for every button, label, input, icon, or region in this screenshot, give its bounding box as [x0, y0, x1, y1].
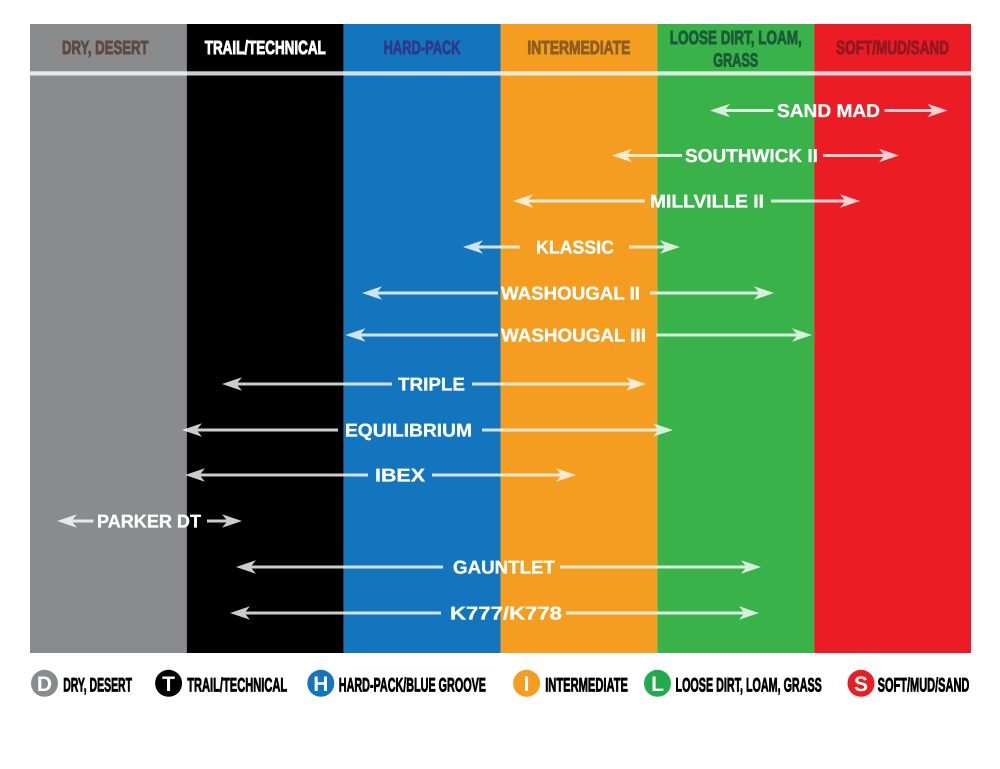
svg-text:KLASSIC: KLASSIC — [536, 236, 614, 257]
svg-text:SAND MAD: SAND MAD — [777, 100, 880, 121]
svg-text:TRAIL/TECHNICAL: TRAIL/TECHNICAL — [187, 675, 287, 697]
svg-text:TRAIL/TECHNICAL: TRAIL/TECHNICAL — [205, 38, 326, 59]
svg-text:INTERMEDIATE: INTERMEDIATE — [527, 38, 630, 59]
svg-text:HARD-PACK: HARD-PACK — [384, 38, 461, 59]
svg-text:H: H — [313, 673, 328, 696]
svg-text:T: T — [162, 673, 175, 696]
svg-text:L: L — [651, 673, 664, 696]
svg-text:GRASS: GRASS — [713, 50, 758, 71]
svg-text:HARD-PACK/BLUE GROOVE: HARD-PACK/BLUE GROOVE — [339, 675, 486, 697]
svg-text:K777/K778: K777/K778 — [450, 602, 562, 623]
svg-text:PARKER DT: PARKER DT — [97, 510, 202, 531]
svg-text:INTERMEDIATE: INTERMEDIATE — [545, 675, 628, 697]
svg-text:SOFT/MUD/SAND: SOFT/MUD/SAND — [836, 38, 949, 59]
svg-text:D: D — [37, 673, 52, 696]
svg-text:S: S — [854, 673, 868, 696]
svg-text:WASHOUGAL III: WASHOUGAL III — [501, 324, 646, 345]
svg-text:MILLVILLE II: MILLVILLE II — [650, 190, 764, 211]
svg-text:LOOSE DIRT, LOAM,: LOOSE DIRT, LOAM, — [670, 28, 802, 49]
svg-text:DRY, DESERT: DRY, DESERT — [62, 38, 149, 59]
svg-text:SOFT/MUD/SAND: SOFT/MUD/SAND — [878, 675, 970, 697]
svg-text:GAUNTLET: GAUNTLET — [453, 556, 556, 577]
svg-text:WASHOUGAL II: WASHOUGAL II — [501, 282, 640, 303]
svg-text:SOUTHWICK II: SOUTHWICK II — [685, 145, 818, 166]
svg-text:IBEX: IBEX — [375, 464, 426, 485]
svg-text:LOOSE DIRT, LOAM, GRASS: LOOSE DIRT, LOAM, GRASS — [676, 675, 822, 697]
svg-text:I: I — [524, 673, 530, 696]
svg-text:EQUILIBRIUM: EQUILIBRIUM — [345, 419, 472, 440]
svg-text:TRIPLE: TRIPLE — [398, 373, 465, 394]
svg-text:DRY, DESERT: DRY, DESERT — [63, 675, 132, 697]
